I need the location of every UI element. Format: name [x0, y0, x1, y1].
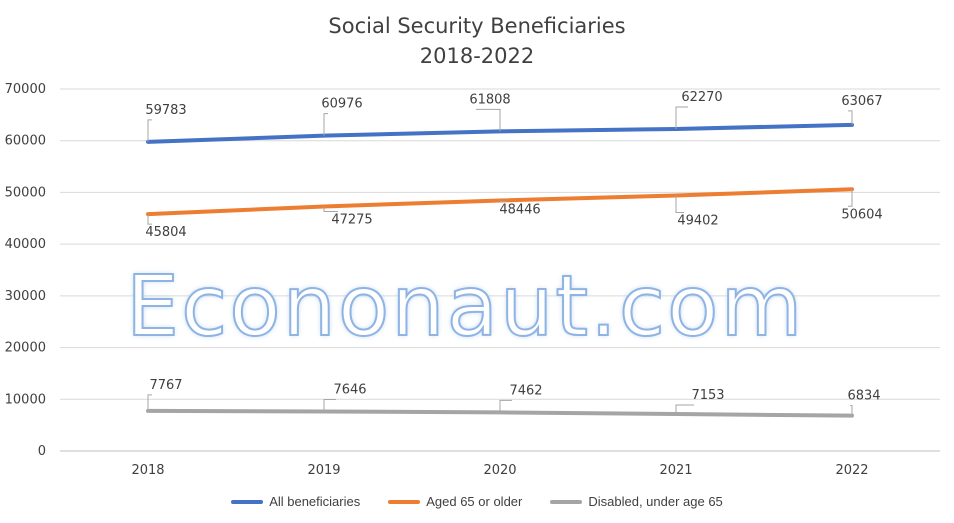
y-tick-label: 70000: [5, 82, 46, 97]
data-label: 50604: [841, 207, 882, 222]
data-label-leader: [499, 399, 512, 413]
data-label-leader: [499, 200, 506, 202]
legend-label: Aged 65 or older: [426, 494, 523, 509]
data-label-leader: [476, 108, 501, 132]
y-tick-label: 50000: [5, 185, 46, 200]
data-label: 6834: [847, 389, 880, 404]
y-tick-label: 10000: [5, 392, 46, 407]
data-label-leader: [848, 189, 853, 207]
y-tick-label: 40000: [5, 237, 46, 252]
data-label: 63067: [841, 94, 882, 109]
legend-swatch: [231, 499, 264, 504]
legend-label: Disabled, under age 65: [588, 494, 723, 509]
watermark-text: Econonaut.com: [125, 256, 805, 356]
data-label-leader: [323, 398, 336, 412]
x-tick-label: 2018: [131, 463, 164, 478]
legend-label: All beneficiaries: [269, 494, 361, 509]
data-label-leader: [675, 106, 688, 129]
legend-item-disabled: Disabled, under age 65: [550, 494, 723, 509]
data-label: 48446: [499, 202, 540, 217]
data-label-leader: [323, 113, 328, 136]
data-label-leader: [848, 110, 853, 125]
legend-item-aged-65: Aged 65 or older: [388, 494, 522, 509]
x-tick-label: 2019: [307, 463, 340, 478]
legend-swatch: [550, 499, 583, 504]
data-label: 62270: [681, 90, 722, 105]
data-label: 7462: [509, 383, 542, 398]
legend: All beneficiaries Aged 65 or older Disab…: [0, 494, 954, 509]
x-tick-label: 2021: [659, 463, 692, 478]
data-label: 7646: [333, 382, 366, 397]
data-label-leader: [675, 195, 684, 214]
y-tick-label: 20000: [5, 341, 46, 356]
data-label: 47275: [331, 213, 372, 228]
legend-swatch: [388, 499, 421, 504]
legend-item-all-beneficiaries: All beneficiaries: [231, 494, 360, 509]
x-tick-label: 2020: [483, 463, 516, 478]
data-label-leader: [850, 405, 853, 416]
data-label: 61808: [469, 92, 510, 107]
data-label: 49402: [677, 214, 718, 229]
data-label: 59783: [145, 103, 186, 118]
data-label-leader: [147, 394, 152, 411]
data-label: 7767: [149, 378, 182, 393]
y-tick-label: 0: [38, 444, 46, 459]
data-label-leader: [675, 404, 694, 415]
data-label-leader: [323, 206, 338, 213]
x-tick-label: 2022: [835, 463, 868, 478]
data-label-leader: [147, 214, 152, 225]
chart-subtitle: 2018-2022: [419, 44, 535, 68]
data-label: 45804: [145, 225, 186, 240]
chart-title: Social Security Beneficiaries: [328, 14, 626, 38]
data-label: 7153: [691, 388, 724, 403]
data-label-leader: [147, 119, 152, 142]
y-tick-label: 60000: [5, 134, 46, 149]
y-tick-label: 30000: [5, 289, 46, 304]
data-label: 60976: [321, 97, 362, 112]
